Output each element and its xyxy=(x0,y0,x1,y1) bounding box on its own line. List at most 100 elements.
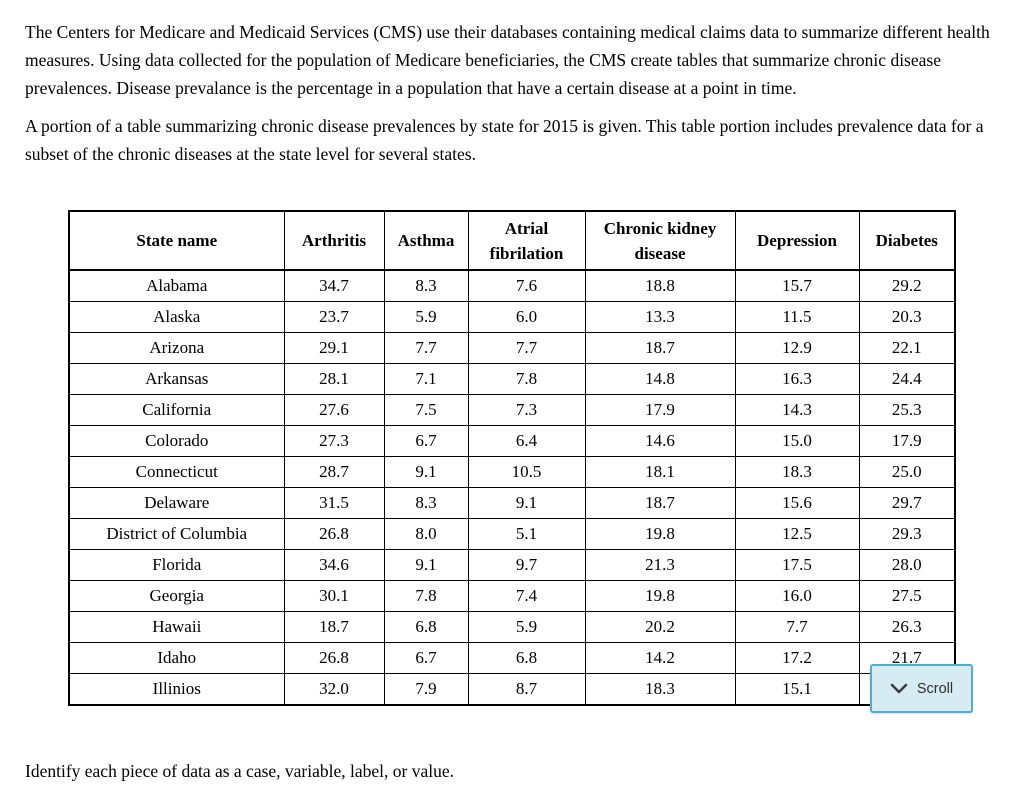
atrial-fibrilation-cell: 5.1 xyxy=(467,518,586,550)
table-row: Arizona 29.1 7.7 7.7 18.7 12.9 22.1 xyxy=(68,332,956,364)
state-name-cell: Georgia xyxy=(68,580,285,612)
atrial-fibrilation-cell: 5.9 xyxy=(467,611,586,643)
diabetes-cell: 17.9 xyxy=(858,425,956,457)
depression-cell: 16.3 xyxy=(734,363,860,395)
arthritis-cell: 28.1 xyxy=(283,363,385,395)
diabetes-cell: 25.3 xyxy=(858,394,956,426)
atrial-fibrilation-cell: 7.4 xyxy=(467,580,586,612)
state-name-cell: Colorado xyxy=(68,425,285,457)
asthma-cell: 6.8 xyxy=(383,611,469,643)
diabetes-cell: 20.3 xyxy=(858,301,956,333)
table-row: Colorado 27.3 6.7 6.4 14.6 15.0 17.9 xyxy=(68,425,956,457)
chronic-kidney-disease-cell: 20.2 xyxy=(584,611,736,643)
table-row: Alabama 34.7 8.3 7.6 18.8 15.7 29.2 xyxy=(68,269,956,302)
diabetes-cell: 22.1 xyxy=(858,332,956,364)
table-row: Alaska 23.7 5.9 6.0 13.3 11.5 20.3 xyxy=(68,301,956,333)
diabetes-cell: 25.0 xyxy=(858,456,956,488)
atrial-fibrilation-cell: 10.5 xyxy=(467,456,586,488)
table-row: California 27.6 7.5 7.3 17.9 14.3 25.3 xyxy=(68,394,956,426)
table-header: State name Arthritis Asthma Atrial fibri… xyxy=(68,210,956,271)
depression-cell: 11.5 xyxy=(734,301,860,333)
asthma-cell: 8.3 xyxy=(383,269,469,302)
arthritis-cell: 18.7 xyxy=(283,611,385,643)
table-row: Illinios 32.0 7.9 8.7 18.3 15.1 xyxy=(68,673,956,706)
intro-text: The Centers for Medicare and Medicaid Se… xyxy=(25,18,1007,168)
diabetes-cell: 29.7 xyxy=(858,487,956,519)
chronic-kidney-disease-cell: 18.3 xyxy=(584,673,736,706)
state-name-cell: Arkansas xyxy=(68,363,285,395)
state-name-cell: Alaska xyxy=(68,301,285,333)
table-row: Florida 34.6 9.1 9.7 21.3 17.5 28.0 xyxy=(68,549,956,581)
table-row: Delaware 31.5 8.3 9.1 18.7 15.6 29.7 xyxy=(68,487,956,519)
column-header-diabetes: Diabetes xyxy=(858,210,956,271)
depression-cell: 16.0 xyxy=(734,580,860,612)
arthritis-cell: 28.7 xyxy=(283,456,385,488)
depression-cell: 12.9 xyxy=(734,332,860,364)
asthma-cell: 7.1 xyxy=(383,363,469,395)
asthma-cell: 6.7 xyxy=(383,425,469,457)
question-prompt: Identify each piece of data as a case, v… xyxy=(25,761,455,781)
chronic-kidney-disease-cell: 21.3 xyxy=(584,549,736,581)
column-header-atrial-fibrilation: Atrial fibrilation xyxy=(467,210,586,271)
table-body: Alabama 34.7 8.3 7.6 18.8 15.7 29.2 Alas… xyxy=(68,269,956,706)
state-name-cell: Idaho xyxy=(68,642,285,674)
depression-cell: 18.3 xyxy=(734,456,860,488)
diabetes-cell: 29.2 xyxy=(858,269,956,302)
atrial-fibrilation-cell: 8.7 xyxy=(467,673,586,706)
arthritis-cell: 29.1 xyxy=(283,332,385,364)
state-name-cell: Alabama xyxy=(68,269,285,302)
table-row: Georgia 30.1 7.8 7.4 19.8 16.0 27.5 xyxy=(68,580,956,612)
asthma-cell: 8.3 xyxy=(383,487,469,519)
arthritis-cell: 31.5 xyxy=(283,487,385,519)
depression-cell: 15.7 xyxy=(734,269,860,302)
depression-cell: 15.6 xyxy=(734,487,860,519)
chronic-kidney-disease-cell: 18.8 xyxy=(584,269,736,302)
state-name-cell: Delaware xyxy=(68,487,285,519)
chronic-kidney-disease-cell: 14.6 xyxy=(584,425,736,457)
state-name-cell: Illinios xyxy=(68,673,285,706)
column-header-arthritis: Arthritis xyxy=(283,210,385,271)
chronic-kidney-disease-cell: 18.1 xyxy=(584,456,736,488)
chronic-kidney-disease-cell: 18.7 xyxy=(584,332,736,364)
diabetes-cell: 24.4 xyxy=(858,363,956,395)
depression-cell: 14.3 xyxy=(734,394,860,426)
chronic-kidney-disease-cell: 14.8 xyxy=(584,363,736,395)
chronic-kidney-disease-cell: 13.3 xyxy=(584,301,736,333)
prevalence-table: State name Arthritis Asthma Atrial fibri… xyxy=(68,210,956,706)
asthma-cell: 9.1 xyxy=(383,549,469,581)
asthma-cell: 6.7 xyxy=(383,642,469,674)
state-name-cell: District of Columbia xyxy=(68,518,285,550)
atrial-fibrilation-cell: 6.8 xyxy=(467,642,586,674)
diabetes-cell: 29.3 xyxy=(858,518,956,550)
arthritis-cell: 27.3 xyxy=(283,425,385,457)
arthritis-cell: 26.8 xyxy=(283,642,385,674)
arthritis-cell: 26.8 xyxy=(283,518,385,550)
chronic-kidney-disease-cell: 19.8 xyxy=(584,580,736,612)
table-row: Arkansas 28.1 7.1 7.8 14.8 16.3 24.4 xyxy=(68,363,956,395)
asthma-cell: 7.7 xyxy=(383,332,469,364)
column-header-chronic-kidney-disease: Chronic kidney disease xyxy=(584,210,736,271)
asthma-cell: 7.9 xyxy=(383,673,469,706)
depression-cell: 12.5 xyxy=(734,518,860,550)
column-header-state: State name xyxy=(68,210,285,271)
asthma-cell: 8.0 xyxy=(383,518,469,550)
atrial-fibrilation-cell: 7.7 xyxy=(467,332,586,364)
arthritis-cell: 23.7 xyxy=(283,301,385,333)
state-name-cell: Arizona xyxy=(68,332,285,364)
depression-cell: 15.1 xyxy=(734,673,860,706)
diabetes-cell: 27.5 xyxy=(858,580,956,612)
intro-paragraph-1: The Centers for Medicare and Medicaid Se… xyxy=(25,22,990,98)
scroll-button-label: Scroll xyxy=(916,680,954,697)
prevalence-table-container: State name Arthritis Asthma Atrial fibri… xyxy=(68,210,956,706)
chronic-kidney-disease-cell: 19.8 xyxy=(584,518,736,550)
scroll-button[interactable]: Scroll xyxy=(870,664,973,713)
atrial-fibrilation-cell: 9.1 xyxy=(467,487,586,519)
state-name-cell: California xyxy=(68,394,285,426)
table-row: Hawaii 18.7 6.8 5.9 20.2 7.7 26.3 xyxy=(68,611,956,643)
arthritis-cell: 34.6 xyxy=(283,549,385,581)
table-row: Idaho 26.8 6.7 6.8 14.2 17.2 21.7 xyxy=(68,642,956,674)
state-name-cell: Connecticut xyxy=(68,456,285,488)
chronic-kidney-disease-cell: 14.2 xyxy=(584,642,736,674)
intro-paragraph-2: A portion of a table summarizing chronic… xyxy=(25,116,984,164)
